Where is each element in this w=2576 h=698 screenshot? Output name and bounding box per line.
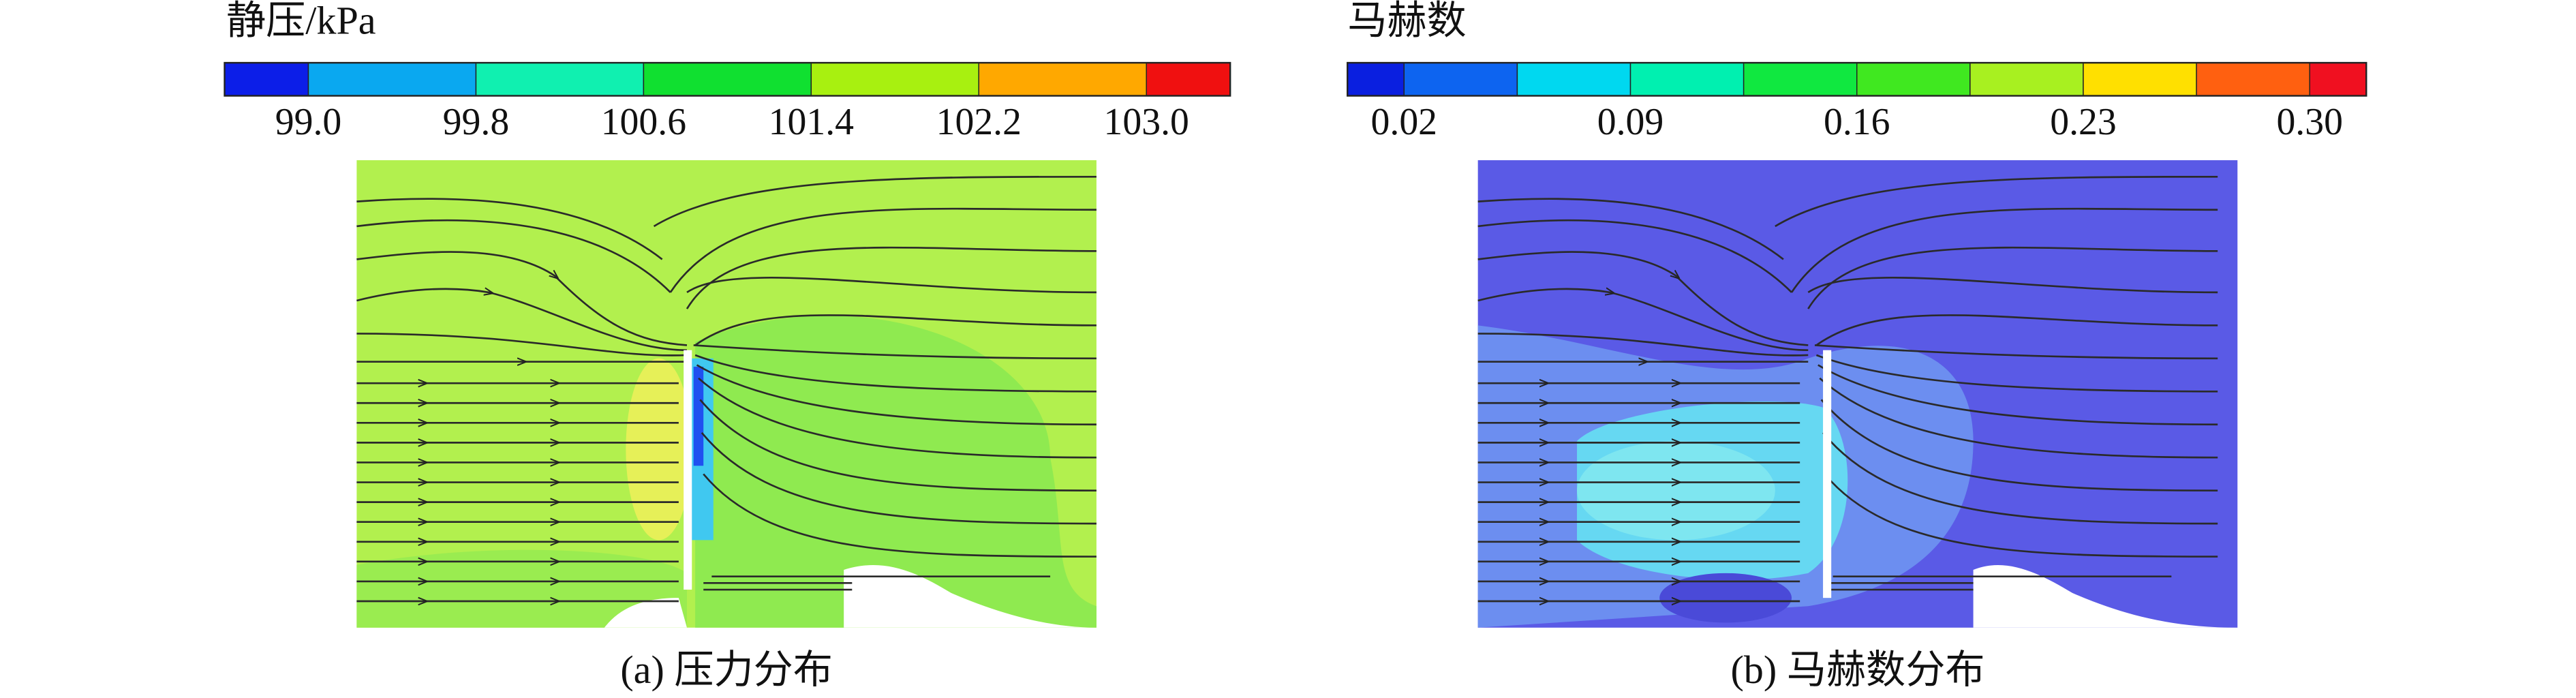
colorbar-segment: [224, 62, 309, 97]
colorbar-segment: [2083, 62, 2197, 97]
colorbar-segment: [2196, 62, 2310, 97]
colorbar-title: 静压/kPa: [226, 0, 376, 43]
colorbar-segment: [1969, 62, 2084, 97]
colorbar-segment: [1629, 62, 1745, 97]
pressure-field: [356, 160, 1097, 628]
colorbar-tick-label: 101.4: [769, 101, 854, 143]
colorbar-frame: [1347, 61, 2367, 97]
colorbar-segment: [1856, 62, 1971, 97]
colorbar-segment: [1743, 62, 1858, 97]
colorbar-segment: [643, 62, 812, 97]
colorbar-title: 马赫数: [1347, 0, 1466, 43]
colorbar-tick-label: 0.23: [2050, 101, 2117, 143]
colorbar-tick-label: 103.0: [1104, 101, 1189, 143]
colorbar-segment: [1516, 62, 1631, 97]
colorbar-tick-label: 0.02: [1371, 101, 1438, 143]
colorbar-tick-label: 0.16: [1824, 101, 1890, 143]
colorbar-segment: [475, 62, 645, 97]
colorbar-segment: [1347, 62, 1405, 97]
colorbar-frame: [224, 61, 1231, 97]
colorbar-tick-label: 99.8: [443, 101, 510, 143]
colorbar-segment: [978, 62, 1147, 97]
colorbar-tick-label: 0.09: [1597, 101, 1664, 143]
colorbar-segment: [1403, 62, 1518, 97]
colorbar-segment: [1146, 62, 1231, 97]
caption: (b) 马赫数分布: [1730, 648, 1984, 692]
colorbar-segment: [307, 62, 477, 97]
colorbar-segment: [810, 62, 980, 97]
mach-field: [1478, 160, 2238, 628]
colorbar-tick-label: 0.30: [2276, 101, 2343, 143]
colorbar-tick-label: 99.0: [275, 101, 342, 143]
colorbar-tick-label: 100.6: [601, 101, 686, 143]
caption: (a) 压力分布: [620, 648, 833, 692]
colorbar-segment: [2309, 62, 2367, 97]
colorbar-tick-label: 102.2: [936, 101, 1022, 143]
